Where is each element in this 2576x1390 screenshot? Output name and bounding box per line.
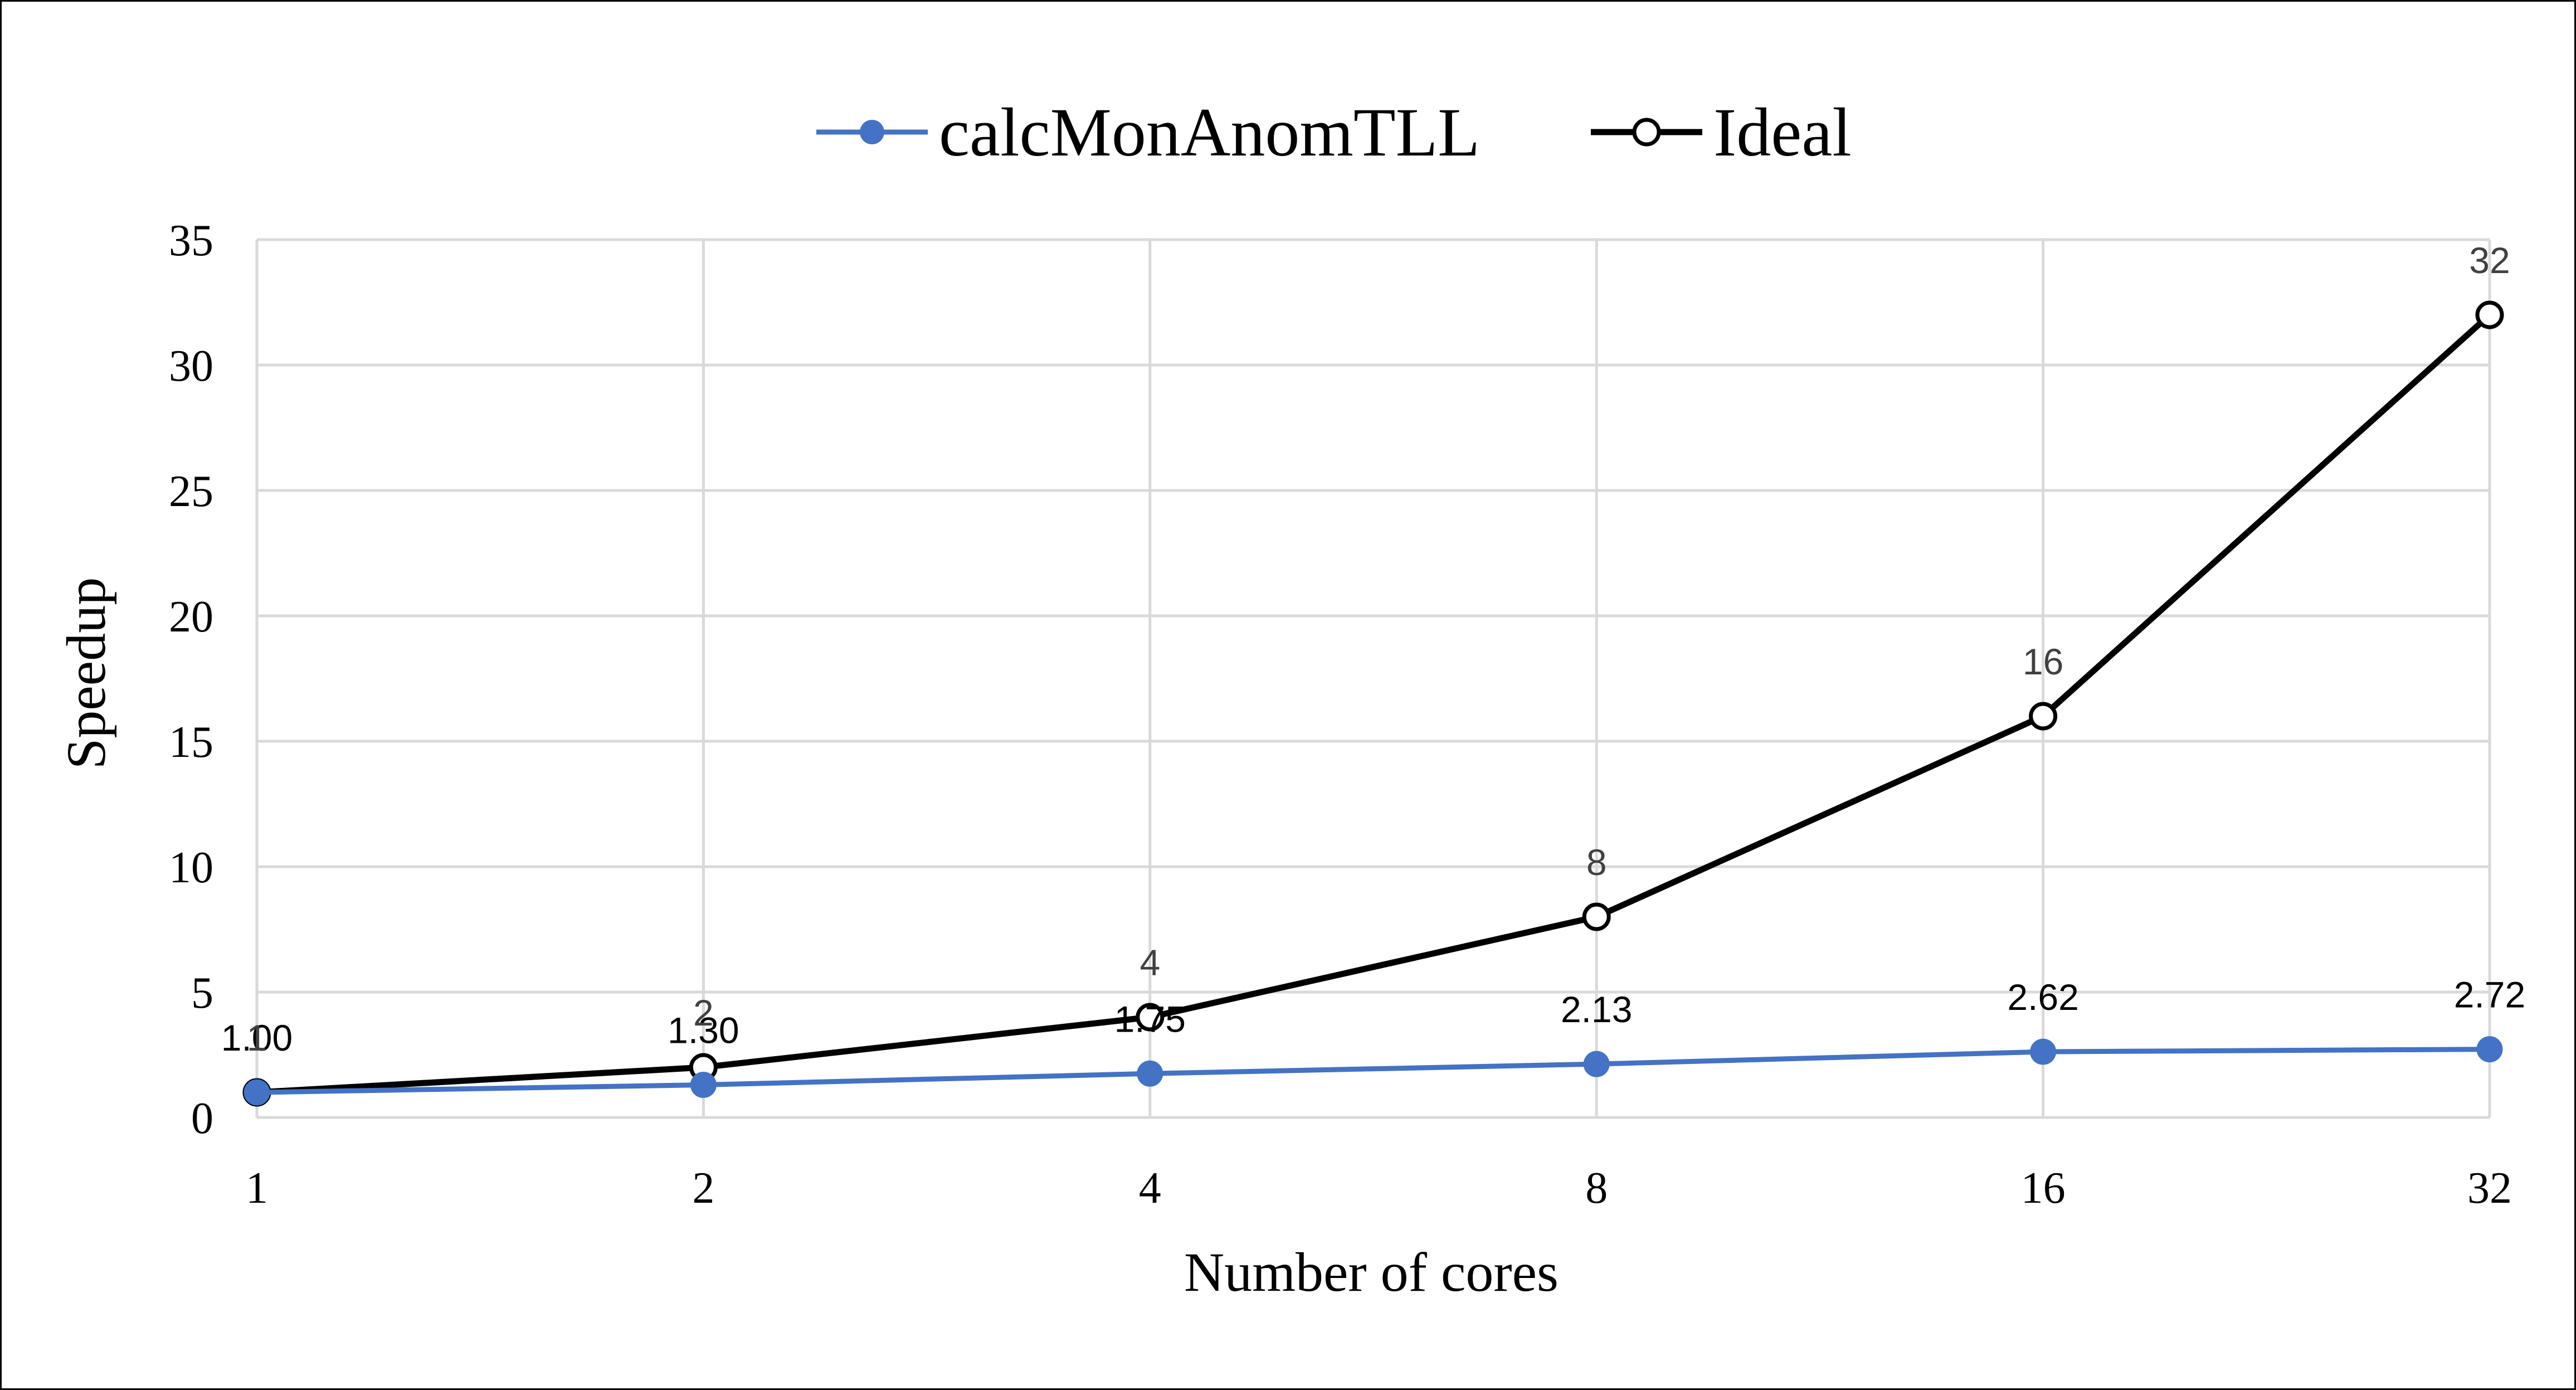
data-point bbox=[690, 1072, 717, 1098]
data-label: 1.30 bbox=[668, 1010, 739, 1051]
series-line bbox=[254, 1047, 2492, 1095]
legend-marker bbox=[1632, 118, 1661, 147]
data-point bbox=[2475, 300, 2504, 329]
legend-marker bbox=[860, 120, 884, 144]
y-tick-label: 0 bbox=[191, 1094, 213, 1143]
series-line bbox=[254, 312, 2493, 1096]
data-label: 4 bbox=[1140, 942, 1160, 983]
x-tick-label: 32 bbox=[2467, 1164, 2512, 1213]
data-point bbox=[1137, 1060, 1163, 1087]
data-label: 8 bbox=[1586, 842, 1607, 883]
data-point bbox=[2029, 702, 2058, 731]
data-point bbox=[244, 1079, 270, 1106]
y-tick-label: 20 bbox=[169, 592, 213, 641]
y-axis-ticks: 0 5 10 15 20 25 30 35 bbox=[169, 216, 213, 1143]
x-axis-title: Number of cores bbox=[1184, 1241, 1559, 1303]
data-label: 2.72 bbox=[2454, 974, 2525, 1015]
legend-entry: calcMonAnomTLL bbox=[816, 94, 1480, 171]
legend-entry: Ideal bbox=[1591, 94, 1852, 171]
data-point bbox=[2030, 1038, 2057, 1065]
data-label: 2.13 bbox=[1561, 989, 1632, 1030]
y-axis-title: Speedup bbox=[55, 577, 117, 769]
data-label: 1.75 bbox=[1114, 998, 1186, 1039]
series-layer bbox=[242, 300, 2504, 1107]
data-label: 1.00 bbox=[221, 1017, 293, 1058]
data-label: 32 bbox=[2469, 240, 2510, 281]
data-point bbox=[1583, 1051, 1610, 1077]
x-tick-label: 4 bbox=[1139, 1164, 1161, 1213]
y-tick-label: 35 bbox=[169, 216, 213, 265]
data-label: 2 bbox=[693, 992, 714, 1033]
data-label: 2.62 bbox=[2007, 976, 2078, 1018]
data-label: 1 bbox=[247, 1017, 267, 1058]
legend-label: calcMonAnomTLL bbox=[939, 94, 1480, 171]
data-labels-layer: 1.00 1.30 1.75 2.13 2.62 2.72 1 2 4 8 16 32 bbox=[221, 240, 2525, 1058]
y-tick-label: 15 bbox=[169, 718, 213, 767]
y-tick-label: 5 bbox=[191, 969, 213, 1018]
y-tick-label: 30 bbox=[169, 342, 213, 391]
x-tick-label: 2 bbox=[692, 1164, 714, 1213]
x-tick-label: 1 bbox=[246, 1164, 268, 1213]
legend-label: Ideal bbox=[1713, 94, 1852, 171]
legend: calcMonAnomTLL Ideal bbox=[816, 94, 1852, 171]
y-tick-label: 25 bbox=[169, 467, 213, 516]
x-tick-label: 16 bbox=[2021, 1164, 2066, 1213]
y-tick-label: 10 bbox=[169, 843, 213, 892]
gridlines bbox=[255, 238, 2491, 1119]
data-label: 16 bbox=[2023, 641, 2063, 682]
data-point bbox=[1136, 1003, 1165, 1032]
data-point bbox=[1582, 902, 1611, 931]
x-tick-label: 8 bbox=[1585, 1164, 1608, 1213]
x-axis-ticks: 1 2 4 8 16 32 bbox=[246, 1164, 2512, 1213]
data-point bbox=[2476, 1036, 2503, 1063]
